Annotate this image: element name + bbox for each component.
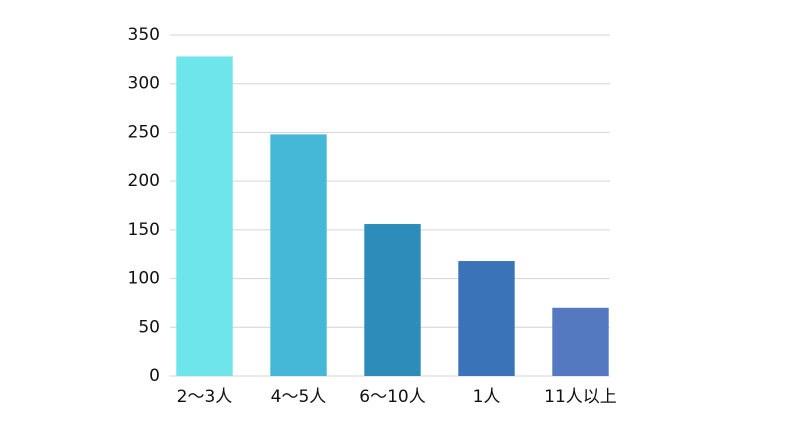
x-tick-label: 1人: [473, 387, 501, 407]
y-tick-label: 200: [128, 171, 160, 191]
bar: [552, 307, 609, 376]
y-tick-label: 100: [128, 269, 160, 289]
y-tick-label: 250: [128, 122, 160, 142]
y-tick-label: 350: [128, 25, 160, 45]
x-tick-label: 11人以上: [544, 387, 617, 407]
x-tick-label: 2～3人: [177, 387, 233, 407]
y-tick-label: 50: [138, 317, 160, 337]
bar: [364, 224, 421, 376]
bar: [458, 261, 515, 376]
x-tick-label: 6～10人: [359, 387, 425, 407]
bar: [270, 134, 327, 376]
x-tick-label: 4～5人: [271, 387, 327, 407]
bar: [176, 56, 233, 376]
y-tick-label: 0: [149, 366, 160, 386]
y-tick-label: 150: [128, 220, 160, 240]
y-tick-label: 300: [128, 74, 160, 94]
